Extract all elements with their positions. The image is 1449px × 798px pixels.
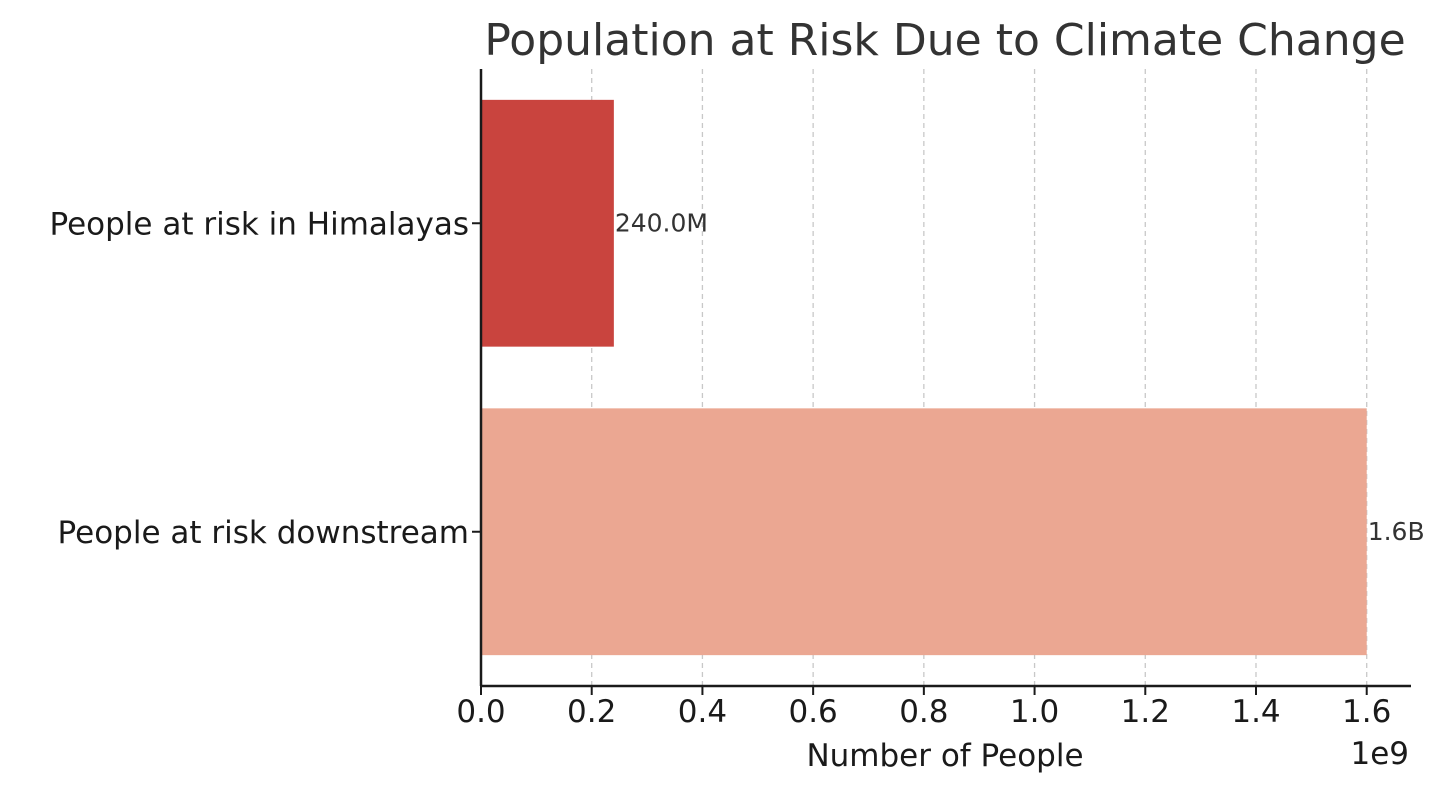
x-tick-label: 0.2 <box>567 694 616 730</box>
y-tick-label: People at risk in Himalayas <box>50 206 470 242</box>
x-tick-label: 1.0 <box>1010 694 1059 730</box>
x-tick-label: 0.8 <box>899 694 948 730</box>
bar-value-label: 240.0M <box>615 208 708 237</box>
x-tick-label: 0.6 <box>788 694 837 730</box>
bar-value-label: 1.6B <box>1368 517 1425 546</box>
x-tick-label: 0.4 <box>678 694 727 730</box>
labels: 0.0 0.2 0.4 0.6 0.8 1.0 1.2 1.4 1.6 People at ris… <box>50 206 1425 730</box>
grid-lines <box>591 69 1368 686</box>
x-tick-label: 0.0 <box>456 694 505 730</box>
x-tick-label: 1.6 <box>1342 694 1391 730</box>
bar <box>481 99 614 347</box>
x-tick-label: 1.4 <box>1231 694 1280 730</box>
bars <box>481 99 1367 656</box>
chart-title: Population at Risk Due to Climate Change <box>484 15 1405 66</box>
bar <box>481 408 1367 656</box>
x-axis-label: Number of People <box>806 738 1083 774</box>
y-tick-label: People at risk downstream <box>58 515 469 551</box>
x-axis-offset-label: 1e9 <box>1350 736 1409 772</box>
x-tick-label: 1.2 <box>1121 694 1170 730</box>
ticks <box>472 222 1368 695</box>
